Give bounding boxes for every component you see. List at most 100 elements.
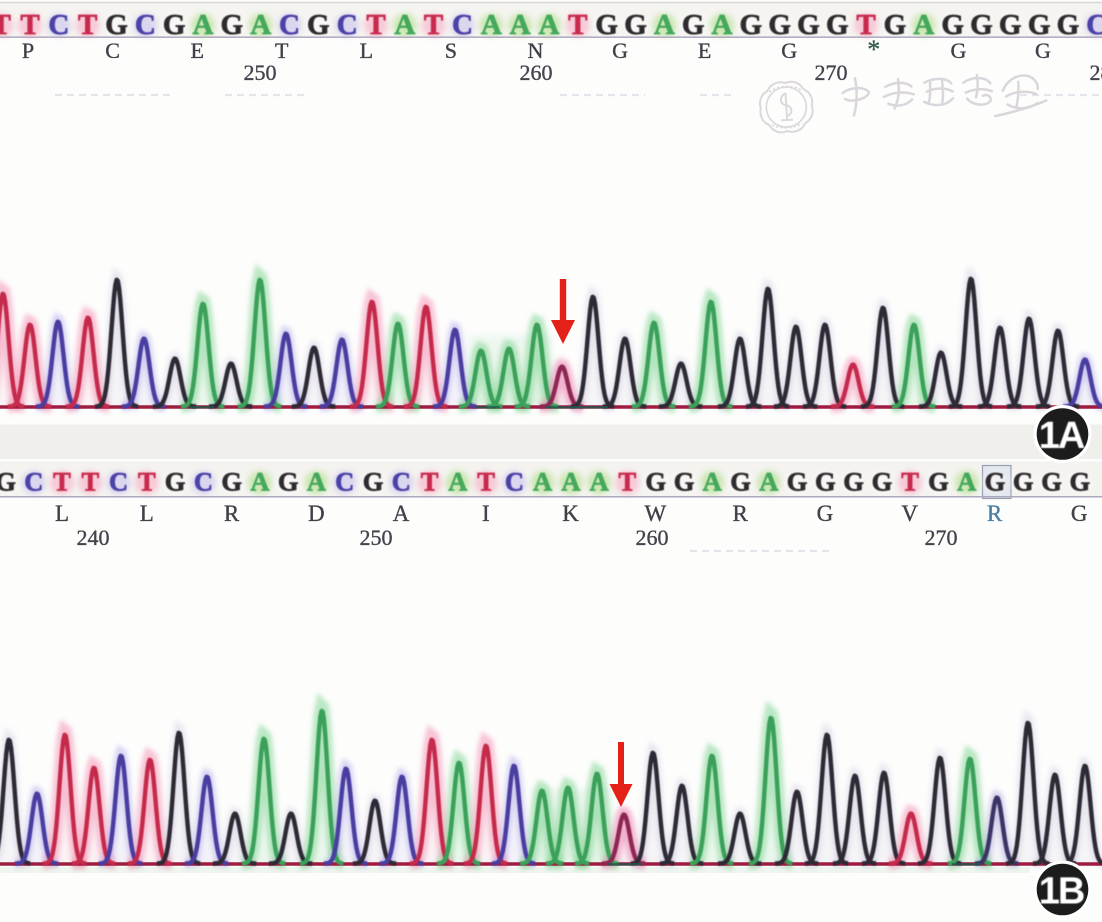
svg-text:T: T bbox=[81, 467, 99, 497]
svg-text:C: C bbox=[337, 9, 358, 41]
svg-text:G: G bbox=[612, 38, 628, 63]
svg-text:L: L bbox=[140, 501, 154, 526]
svg-text:G: G bbox=[674, 467, 695, 497]
svg-text:C: C bbox=[135, 9, 156, 41]
svg-text:1B: 1B bbox=[1039, 871, 1084, 913]
svg-text:G: G bbox=[1041, 467, 1062, 497]
svg-text:E: E bbox=[698, 38, 711, 63]
svg-text:G: G bbox=[781, 38, 797, 63]
svg-text:G: G bbox=[1057, 9, 1080, 41]
svg-text:T: T bbox=[477, 467, 495, 497]
svg-text:G: G bbox=[1069, 467, 1090, 497]
svg-text:T: T bbox=[901, 467, 919, 497]
svg-text:C: C bbox=[109, 467, 128, 497]
svg-text:G: G bbox=[624, 9, 647, 41]
svg-text:A: A bbox=[481, 9, 502, 41]
svg-text:T: T bbox=[424, 9, 443, 41]
svg-text:G: G bbox=[1071, 501, 1088, 526]
svg-text:*: * bbox=[867, 35, 880, 64]
svg-text:V: V bbox=[901, 501, 918, 526]
svg-text:G: G bbox=[740, 9, 763, 41]
svg-text:T: T bbox=[366, 9, 385, 41]
svg-text:G: G bbox=[787, 467, 808, 497]
svg-text:G: G bbox=[1028, 9, 1051, 41]
svg-text:C: C bbox=[105, 38, 120, 63]
svg-text:C: C bbox=[1086, 9, 1102, 41]
svg-text:I: I bbox=[482, 501, 490, 526]
svg-text:A: A bbox=[394, 9, 415, 41]
svg-text:C: C bbox=[194, 467, 213, 497]
svg-text:T: T bbox=[619, 467, 637, 497]
svg-text:260: 260 bbox=[520, 60, 553, 85]
svg-text:A: A bbox=[654, 9, 675, 41]
svg-text:C: C bbox=[392, 467, 411, 497]
svg-text:G: G bbox=[928, 467, 949, 497]
svg-text:A: A bbox=[448, 467, 467, 497]
svg-text:G: G bbox=[165, 467, 186, 497]
svg-text:240: 240 bbox=[77, 525, 110, 550]
svg-text:A: A bbox=[250, 9, 271, 41]
svg-text:270: 270 bbox=[815, 60, 848, 85]
svg-text:270: 270 bbox=[925, 525, 958, 550]
svg-text:A: A bbox=[590, 467, 609, 497]
svg-text:250: 250 bbox=[244, 60, 277, 85]
svg-text:G: G bbox=[872, 467, 893, 497]
svg-text:G: G bbox=[768, 9, 791, 41]
svg-text:G: G bbox=[595, 9, 618, 41]
svg-text:C: C bbox=[335, 467, 354, 497]
svg-text:A: A bbox=[561, 467, 580, 497]
svg-text:R: R bbox=[987, 501, 1003, 526]
svg-text:1A: 1A bbox=[1039, 415, 1085, 457]
svg-text:G: G bbox=[163, 9, 186, 41]
svg-text:T: T bbox=[20, 9, 39, 41]
svg-text:R: R bbox=[224, 501, 240, 526]
svg-text:T: T bbox=[53, 467, 71, 497]
svg-text:A: A bbox=[193, 9, 214, 41]
svg-text:G: G bbox=[999, 9, 1022, 41]
svg-text:A: A bbox=[913, 9, 934, 41]
svg-text:D: D bbox=[308, 501, 325, 526]
svg-text:G: G bbox=[950, 38, 966, 63]
svg-text:280: 280 bbox=[1090, 60, 1102, 85]
svg-text:A: A bbox=[393, 501, 410, 526]
svg-text:A: A bbox=[712, 9, 733, 41]
svg-text:T: T bbox=[78, 9, 97, 41]
svg-text:A: A bbox=[957, 467, 976, 497]
svg-text:A: A bbox=[250, 467, 269, 497]
svg-text:T: T bbox=[421, 467, 439, 497]
svg-text:G: G bbox=[645, 467, 666, 497]
svg-text:L: L bbox=[55, 501, 69, 526]
svg-text:G: G bbox=[985, 467, 1006, 497]
svg-text:G: G bbox=[797, 9, 820, 41]
svg-text:G: G bbox=[0, 467, 16, 497]
svg-text:T: T bbox=[275, 38, 289, 63]
svg-text:A: A bbox=[533, 467, 552, 497]
svg-text:T: T bbox=[856, 9, 875, 41]
svg-text:G: G bbox=[970, 9, 993, 41]
svg-text:T: T bbox=[568, 9, 587, 41]
svg-text:S: S bbox=[445, 38, 457, 63]
svg-text:C: C bbox=[452, 9, 473, 41]
svg-text:A: A bbox=[510, 9, 531, 41]
svg-text:R: R bbox=[733, 501, 749, 526]
svg-text:260: 260 bbox=[636, 525, 669, 550]
svg-text:G: G bbox=[817, 501, 834, 526]
svg-text:C: C bbox=[48, 9, 69, 41]
svg-text:L: L bbox=[360, 38, 373, 63]
svg-text:C: C bbox=[505, 467, 524, 497]
svg-text:A: A bbox=[539, 9, 560, 41]
svg-text:N: N bbox=[528, 38, 544, 63]
svg-text:T: T bbox=[138, 467, 156, 497]
svg-text:G: G bbox=[1013, 467, 1034, 497]
svg-text:G: G bbox=[307, 9, 330, 41]
svg-text:250: 250 bbox=[360, 525, 393, 550]
svg-text:A: A bbox=[703, 467, 722, 497]
svg-text:G: G bbox=[682, 9, 705, 41]
svg-text:C: C bbox=[279, 9, 300, 41]
svg-text:A: A bbox=[307, 467, 326, 497]
svg-text:E: E bbox=[190, 38, 203, 63]
svg-text:G: G bbox=[363, 467, 384, 497]
svg-text:W: W bbox=[645, 501, 667, 526]
svg-text:G: G bbox=[815, 467, 836, 497]
svg-text:G: G bbox=[884, 9, 907, 41]
